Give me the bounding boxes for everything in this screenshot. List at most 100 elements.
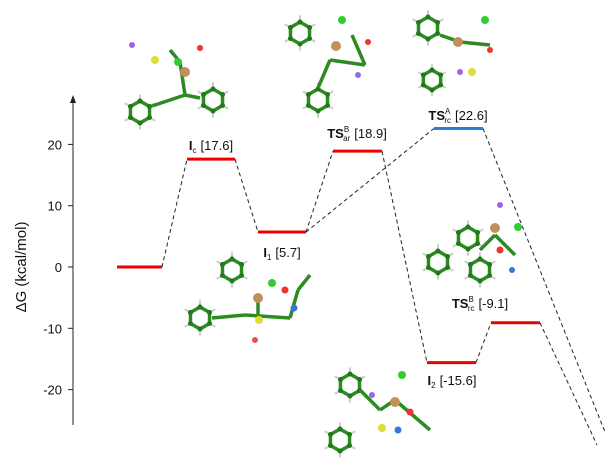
carbon-atom xyxy=(325,103,331,108)
level-label-TSrcA: TSA rc [22.6] xyxy=(428,107,487,125)
oxygen-atom xyxy=(197,45,203,51)
carbon-atom xyxy=(327,443,333,448)
ring-bonds xyxy=(426,248,450,276)
carbon-atom xyxy=(445,265,451,270)
phenyl-ring xyxy=(197,82,229,118)
carbon-atom xyxy=(337,426,343,432)
phenyl-ring xyxy=(464,252,496,288)
chlorine-atom xyxy=(514,223,522,231)
carbon-atom xyxy=(297,19,303,25)
nitrogen-atom xyxy=(509,267,515,273)
label-sub: ar xyxy=(343,134,350,143)
carbon-atom xyxy=(187,310,193,315)
ring-bonds xyxy=(328,426,352,454)
nitrogen-atom xyxy=(290,304,298,312)
level-label-TSarB: TSB ar [18.9] xyxy=(327,125,387,143)
tick-label: 0 xyxy=(55,260,62,275)
connector-I1-TSrcA xyxy=(305,128,435,233)
tick-label: 10 xyxy=(48,199,62,214)
carbon-atom xyxy=(315,108,321,114)
label-sub: rc xyxy=(444,116,451,125)
label-value: [17.6] xyxy=(201,138,234,153)
energy-levels xyxy=(117,126,540,365)
label-value: [-9.1] xyxy=(479,296,509,311)
carbon-atom xyxy=(435,31,441,36)
carbon-atom xyxy=(445,254,451,259)
phenyl-ring xyxy=(412,10,444,46)
chlorine-atom xyxy=(338,16,346,24)
connectors xyxy=(161,128,605,446)
fluorine-atom xyxy=(355,72,361,78)
carbon-atom xyxy=(207,310,213,315)
carbon-atom xyxy=(210,108,216,114)
carbon-atom xyxy=(297,41,303,47)
label-sup: B xyxy=(468,295,473,304)
carbon-atom xyxy=(429,67,435,73)
phenyl-ring xyxy=(324,422,356,458)
carbon-atom xyxy=(438,72,444,78)
connector-I2-TSrcB xyxy=(475,322,492,363)
bond xyxy=(184,93,201,100)
carbon-atom xyxy=(429,87,435,93)
carbon-atom xyxy=(337,448,343,454)
carbon-atom xyxy=(425,254,431,259)
ring-bonds xyxy=(421,67,443,93)
connector-TSrcA-out xyxy=(482,128,605,433)
level-label-Ic: Ic [17.6] xyxy=(189,138,233,155)
carbon-atom xyxy=(127,104,133,109)
carbon-atom xyxy=(435,20,441,25)
ring-bonds xyxy=(220,256,244,284)
bond xyxy=(350,34,367,66)
carbon-atom xyxy=(305,92,311,97)
carbon-atom xyxy=(465,246,471,252)
oxygen-atom xyxy=(365,39,371,45)
bond xyxy=(358,388,382,412)
phenyl-ring xyxy=(284,15,316,51)
carbon-atom xyxy=(347,393,353,399)
level-labels: Ic [17.6]I1 [5.7]TSB ar [18.9]TSA rc [22.6]I2[… xyxy=(189,107,508,390)
metal-atom xyxy=(453,37,463,47)
carbon-atom xyxy=(477,256,483,262)
ring-bonds xyxy=(456,224,480,252)
carbon-atom xyxy=(425,265,431,270)
axis-arrow-icon xyxy=(70,95,76,103)
carbon-atom xyxy=(137,98,143,104)
carbon-atom xyxy=(487,273,493,278)
carbon-atom xyxy=(147,115,153,120)
carbon-atom xyxy=(187,321,193,326)
bond xyxy=(329,58,366,67)
y-axis-label: ΔG (kcal/mol) xyxy=(13,222,30,313)
carbon-atom xyxy=(337,377,343,382)
bond xyxy=(393,398,432,432)
label-sup: A xyxy=(445,107,451,116)
label-sub: 2 xyxy=(431,381,436,390)
carbon-atom xyxy=(438,82,444,88)
ring-bonds xyxy=(188,304,212,332)
label-main: I xyxy=(428,373,432,388)
molecular-structures xyxy=(124,10,522,458)
metal-atom xyxy=(331,41,341,51)
carbon-atom xyxy=(219,262,225,267)
label-sup: B xyxy=(344,125,349,134)
chlorine-atom xyxy=(481,16,489,24)
phenyl-ring xyxy=(216,252,248,288)
bond xyxy=(478,233,497,252)
label-main: I xyxy=(263,245,267,260)
chlorine-atom xyxy=(174,58,182,66)
chlorine-atom xyxy=(398,371,406,379)
phenyl-ring xyxy=(417,64,447,96)
carbon-atom xyxy=(229,256,235,262)
carbon-atom xyxy=(455,230,461,235)
phenyl-ring xyxy=(184,300,216,336)
carbon-atom xyxy=(467,273,473,278)
carbon-atom xyxy=(325,92,331,97)
carbon-atom xyxy=(337,388,343,393)
carbon-atom xyxy=(197,326,203,332)
carbon-atom xyxy=(415,20,421,25)
ring-bonds xyxy=(201,86,225,114)
carbon-atom xyxy=(420,72,426,78)
carbon-atom xyxy=(220,92,226,97)
carbon-atom xyxy=(219,273,225,278)
carbon-atom xyxy=(220,103,226,108)
carbon-atom xyxy=(327,432,333,437)
